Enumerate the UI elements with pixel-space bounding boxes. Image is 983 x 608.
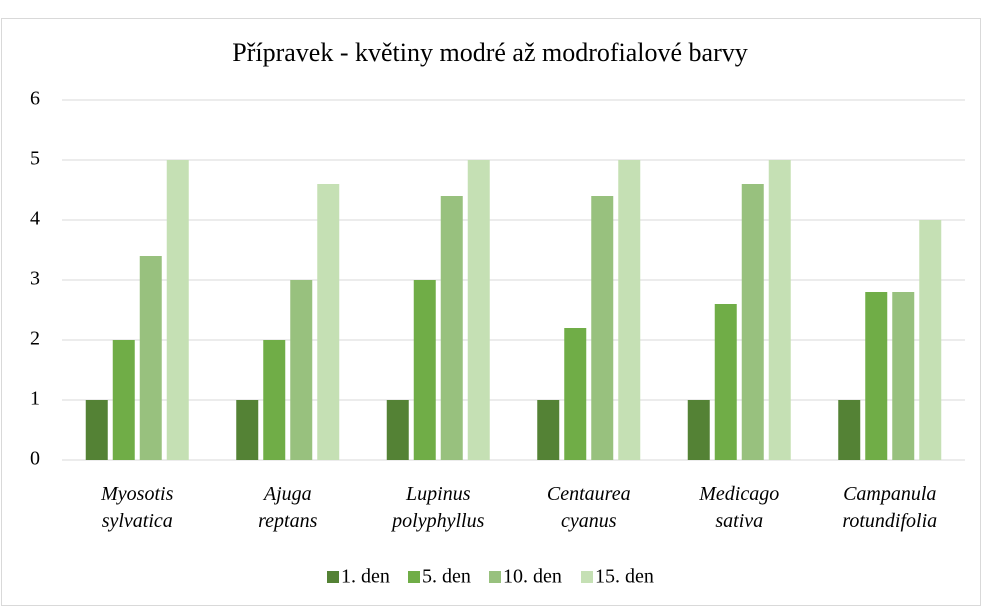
bar xyxy=(919,220,942,460)
y-tick-label: 2 xyxy=(30,328,40,350)
bar xyxy=(537,400,560,460)
bar xyxy=(236,400,259,460)
bar xyxy=(413,280,436,460)
legend-label: 1. den xyxy=(341,566,390,588)
x-tick-label: Medicago sativa xyxy=(698,483,779,532)
x-tick-label: Ajuga reptans xyxy=(258,483,317,532)
bar xyxy=(263,340,286,460)
x-tick-label: Campanula rotundifolia xyxy=(842,483,937,532)
y-tick-label: 5 xyxy=(30,148,40,170)
bar xyxy=(467,160,490,460)
bar xyxy=(290,280,313,460)
legend-swatch xyxy=(327,571,339,583)
bar xyxy=(687,400,710,460)
bar xyxy=(838,400,861,460)
bar xyxy=(591,196,614,460)
bar xyxy=(714,304,737,460)
y-tick-label: 4 xyxy=(30,208,40,230)
bar xyxy=(892,292,915,460)
legend-swatch xyxy=(408,571,420,583)
y-tick-label: 0 xyxy=(30,448,40,470)
bar xyxy=(85,400,108,460)
bar xyxy=(139,256,162,460)
bar xyxy=(618,160,641,460)
x-tick-label: Centaurea cyanus xyxy=(547,483,631,532)
bar xyxy=(564,328,587,460)
bar xyxy=(386,400,409,460)
x-tick-label: Myosotis sylvatica xyxy=(100,483,173,532)
chart-title: Přípravek - květiny modré až modrofialov… xyxy=(232,38,748,67)
legend-label: 5. den xyxy=(422,566,471,588)
legend-label: 15. den xyxy=(595,566,654,588)
legend-swatch xyxy=(489,571,501,583)
bar xyxy=(440,196,463,460)
y-tick-label: 3 xyxy=(30,268,40,290)
legend-label: 10. den xyxy=(503,566,562,588)
bar xyxy=(112,340,135,460)
legend-swatch xyxy=(581,571,593,583)
chart-border xyxy=(1,18,981,606)
bar xyxy=(317,184,340,460)
bar xyxy=(741,184,764,460)
x-tick-label: Lupinus polyphyllus xyxy=(390,483,484,532)
bar xyxy=(166,160,189,460)
bar xyxy=(768,160,791,460)
y-tick-label: 6 xyxy=(30,88,40,110)
y-tick-label: 1 xyxy=(30,388,40,410)
bar xyxy=(865,292,888,460)
